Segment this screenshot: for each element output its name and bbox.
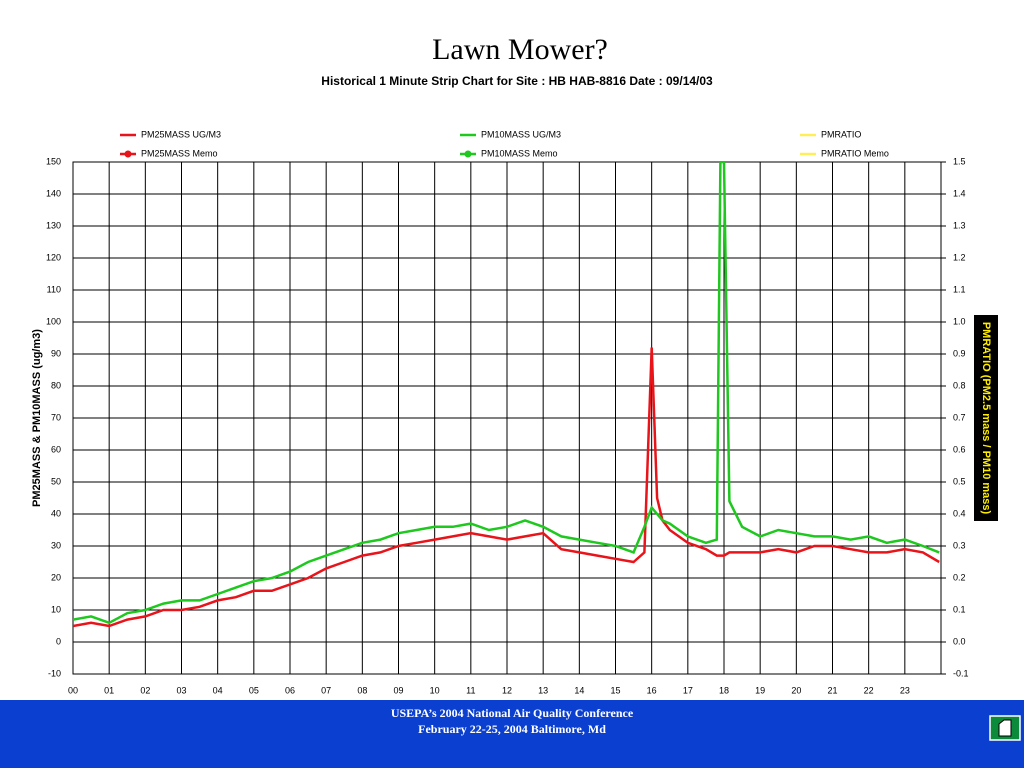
y-tick-label: 150 [46,156,61,166]
y-tick-label: 120 [46,252,61,262]
y-tick-label: 70 [51,412,61,422]
legend-label: PM25MASS Memo [141,148,218,158]
y2-tick-label: 1.0 [953,316,966,326]
x-tick-label: 06 [285,685,295,695]
y-tick-label: 10 [51,604,61,614]
legend-marker [124,150,132,158]
y2-tick-label: 1.4 [953,188,966,198]
x-tick-label: 17 [683,685,693,695]
y2-tick-label: 0.7 [953,412,966,422]
y-tick-label: 110 [47,284,61,294]
x-tick-label: 15 [610,685,620,695]
x-tick-label: 01 [104,685,114,695]
y2-tick-label: 1.2 [953,252,966,262]
y-tick-label: 140 [46,188,61,198]
y2-tick-label: -0.1 [953,668,969,678]
x-tick-label: 03 [176,685,186,695]
x-tick-label: 04 [213,685,223,695]
y-tick-label: 50 [51,476,61,486]
x-tick-label: 07 [321,685,331,695]
y2-tick-label: 0.9 [953,348,966,358]
y2-tick-label: 0.8 [953,380,966,390]
x-tick-label: 13 [538,685,548,695]
legend-label: PM10MASS Memo [481,148,558,158]
x-tick-label: 12 [502,685,512,695]
chart-subtitle: Historical 1 Minute Strip Chart for Site… [321,74,713,88]
y2-tick-label: 0.0 [953,636,966,646]
y-tick-label: 40 [51,508,61,518]
data-line [73,347,940,628]
y-tick-label: 0 [56,636,61,646]
x-tick-label: 22 [864,685,874,695]
y-tick-label: 20 [51,572,61,582]
x-tick-label: 16 [647,685,657,695]
y-tick-label: 60 [51,444,61,454]
y2-tick-label: 1.5 [953,156,966,166]
x-tick-label: 14 [574,685,584,695]
y-tick-label: -10 [48,668,61,678]
y-tick-label: 90 [51,348,61,358]
y2-tick-label: 0.1 [953,604,966,614]
x-tick-label: 11 [466,685,475,695]
footer-band [0,700,1024,768]
legend-label: PMRATIO Memo [821,148,889,158]
x-tick-label: 20 [791,685,801,695]
x-tick-label: 18 [719,685,729,695]
data-line [73,162,940,625]
y-tick-label: 130 [46,220,61,230]
x-tick-label: 02 [140,685,150,695]
legend-label: PM10MASS UG/M3 [481,129,561,139]
legend-label: PM25MASS UG/M3 [141,129,221,139]
y-tick-label: 80 [51,380,61,390]
footer-line: USEPA’s 2004 National Air Quality Confer… [391,706,634,720]
y2-tick-label: 0.2 [953,572,966,582]
nav-glyph [998,719,1012,737]
x-tick-label: 08 [357,685,367,695]
chart-title: Lawn Mower? [432,33,608,66]
legend-label: PMRATIO [821,129,861,139]
nav-icon[interactable] [989,715,1021,741]
x-tick-label: 19 [755,685,765,695]
y2-tick-label: 0.5 [953,476,966,486]
y-tick-label: 100 [46,316,61,326]
x-tick-label: 09 [393,685,403,695]
legend-marker [464,150,472,158]
y2-tick-label: 0.4 [953,508,966,518]
y2-tick-label: 1.1 [953,284,966,294]
y-axis-label: PM25MASS & PM10MASS (ug/m3) [31,329,43,507]
y2-label-box [974,315,998,521]
x-tick-label: 10 [430,685,440,695]
y2-tick-label: 0.6 [953,444,966,454]
x-tick-label: 21 [827,685,837,695]
x-tick-label: 00 [68,685,78,695]
x-tick-label: 23 [900,685,910,695]
footer-line: February 22-25, 2004 Baltimore, Md [418,722,606,736]
y2-tick-label: 0.3 [953,540,966,550]
y2-tick-label: 1.3 [953,220,966,230]
y2-axis-label: PMRATIO (PM2.5 mass / PM10 mass) [980,322,992,515]
y-tick-label: 30 [51,540,61,550]
x-tick-label: 05 [249,685,259,695]
